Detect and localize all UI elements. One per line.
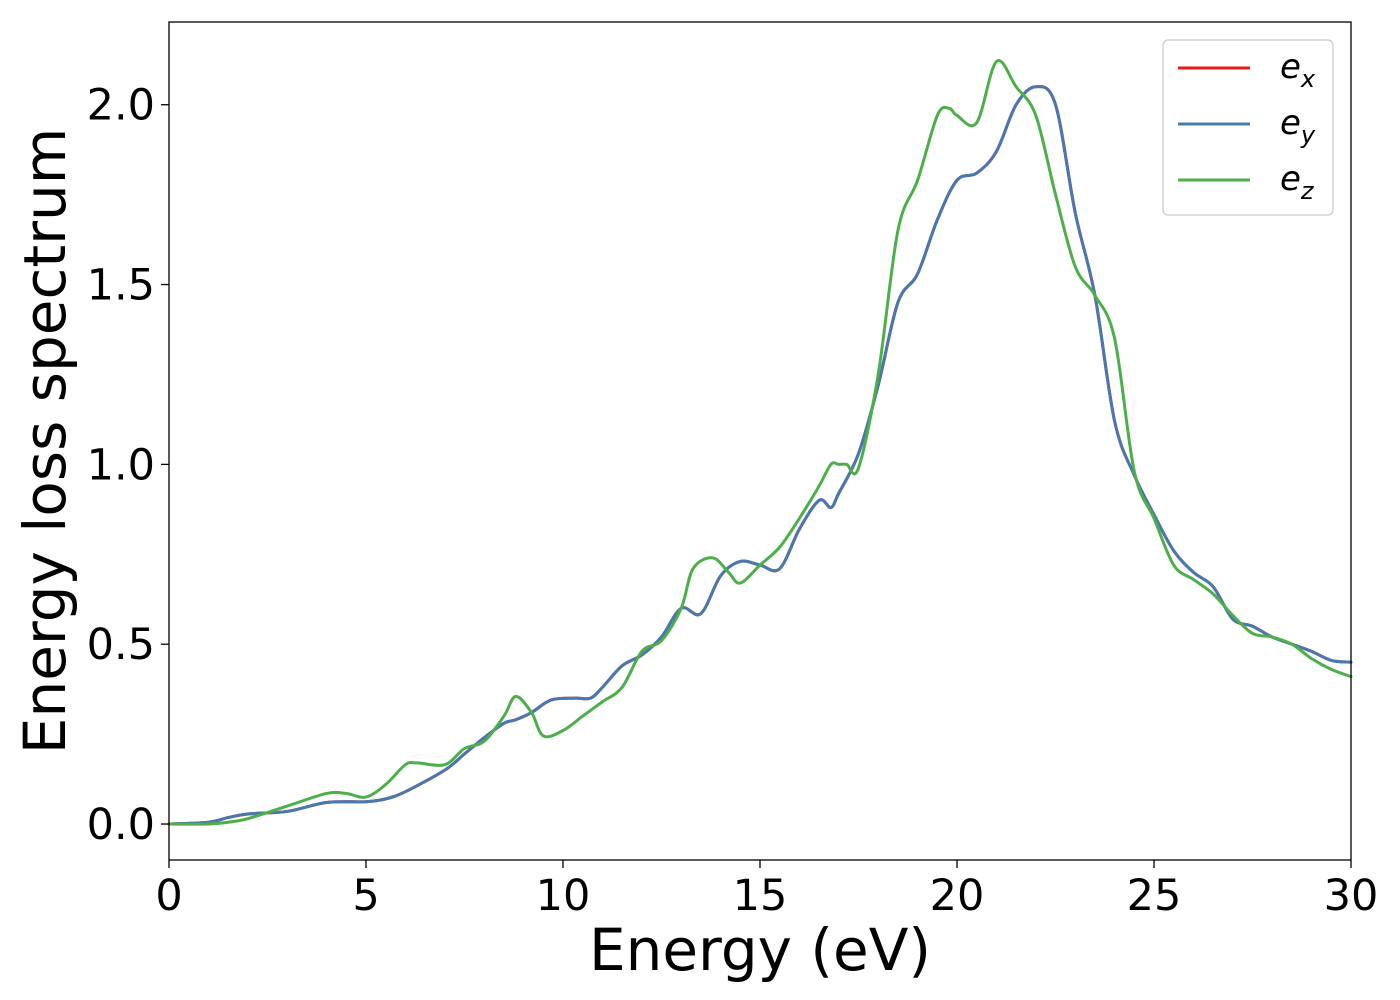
x-tick-label: 25: [1127, 871, 1182, 921]
legend-label-x: ex: [1280, 47, 1316, 93]
series-line-z: [167, 59, 1353, 826]
y-axis-label: Energy loss spectrum: [11, 128, 79, 754]
series-layer: [167, 59, 1353, 826]
x-axis-label: Energy (eV): [589, 916, 931, 984]
legend-label-z: ez: [1280, 159, 1315, 205]
x-tick-label: 30: [1324, 871, 1379, 921]
legend-label-y: ey: [1280, 103, 1316, 149]
x-tick-label: 15: [733, 871, 788, 921]
y-tick-label: 2.0: [87, 81, 155, 131]
x-axis: 0 5 10 15 20 25 30: [155, 860, 1378, 921]
x-tick-label: 5: [352, 871, 379, 921]
y-axis: 0.0 0.5 1.0 1.5 2.0: [87, 81, 169, 850]
series-line-y: [167, 85, 1353, 826]
x-tick-label: 0: [155, 871, 182, 921]
legend-box: [1162, 39, 1334, 216]
y-tick-label: 0.0: [87, 800, 155, 850]
legend: ex ey ez: [1162, 39, 1334, 216]
y-tick-label: 1.0: [87, 440, 155, 490]
x-tick-label: 20: [930, 871, 985, 921]
x-tick-label: 10: [536, 871, 591, 921]
y-tick-label: 0.5: [87, 620, 155, 670]
y-tick-label: 1.5: [87, 261, 155, 311]
